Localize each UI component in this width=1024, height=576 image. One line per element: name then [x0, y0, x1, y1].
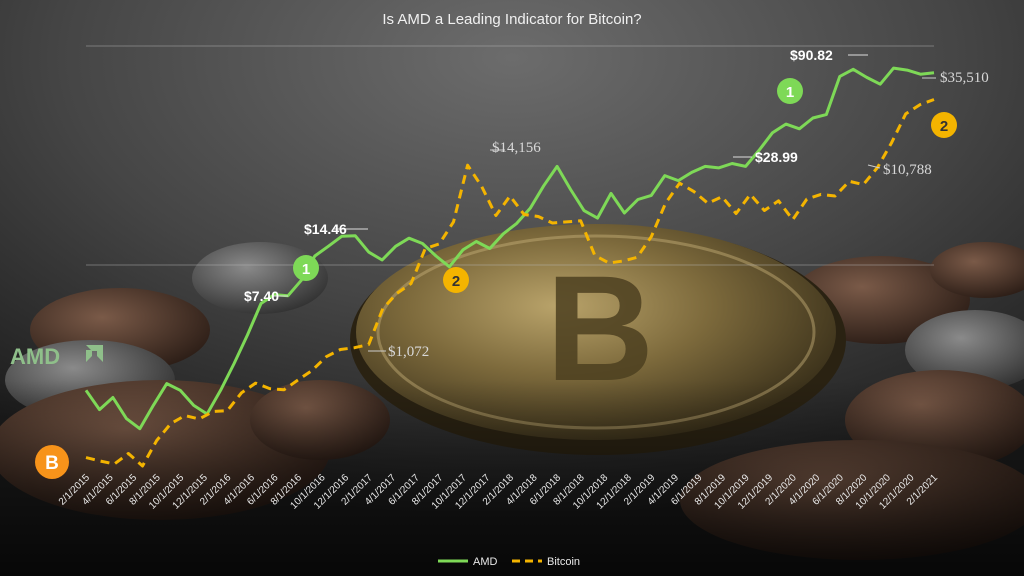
- annotation-btc-10788: $10,788: [883, 162, 932, 178]
- legend-label-amd: AMD: [473, 556, 498, 568]
- value-annotations: $7.40 $14.46 $28.99 $90.82 $1,072 $14,15…: [244, 47, 989, 360]
- series-layer: [84, 66, 935, 468]
- marker-amd-1-text: 1: [302, 261, 310, 278]
- chart-title: Is AMD a Leading Indicator for Bitcoin?: [382, 11, 641, 28]
- coin-decor-10: [930, 242, 1024, 298]
- coin-decor-7: [905, 310, 1024, 390]
- series-line-amd: [84, 66, 935, 431]
- annotation-amd-7-40: $7.40: [244, 288, 279, 304]
- coin-decor-1: [192, 242, 328, 314]
- marker-btc-2-text: 2: [452, 273, 460, 290]
- marker-btc-2-text: 2: [940, 118, 948, 135]
- annotation-btc-14156: $14,156: [492, 140, 541, 156]
- annotation-amd-28-99: $28.99: [755, 149, 798, 165]
- marker-amd-1-circle: [293, 255, 319, 281]
- marker-btc-2-circle: [443, 267, 469, 293]
- annotation-amd-90-82: $90.82: [790, 47, 833, 63]
- marker-btc-2-circle: [931, 112, 957, 138]
- amd-logo-arrow-icon: [86, 345, 103, 362]
- bitcoin-logo-circle: [35, 445, 69, 479]
- marker-amd-1-circle: [777, 78, 803, 104]
- annotation-amd-14-46: $14.46: [304, 221, 347, 237]
- floor-shadow: [0, 380, 1024, 576]
- bitcoin-logo-icon: B: [45, 453, 59, 474]
- background-coins: B: [0, 224, 1024, 576]
- gridlines: [86, 45, 934, 266]
- phase-markers: 1 2 1 2: [293, 78, 957, 293]
- bitcoin-logo: B: [35, 445, 69, 479]
- marker-amd-1-text: 1: [786, 84, 794, 101]
- amd-logo-text: AMD: [10, 344, 60, 369]
- annotation-btc-1072: $1,072: [388, 344, 429, 360]
- legend: AMD Bitcoin: [438, 556, 580, 568]
- annotation-leader: [867, 164, 881, 169]
- annotation-btc-35510: $35,510: [940, 70, 989, 86]
- legend-label-bitcoin: Bitcoin: [547, 556, 580, 568]
- amd-logo: AMD: [10, 344, 103, 369]
